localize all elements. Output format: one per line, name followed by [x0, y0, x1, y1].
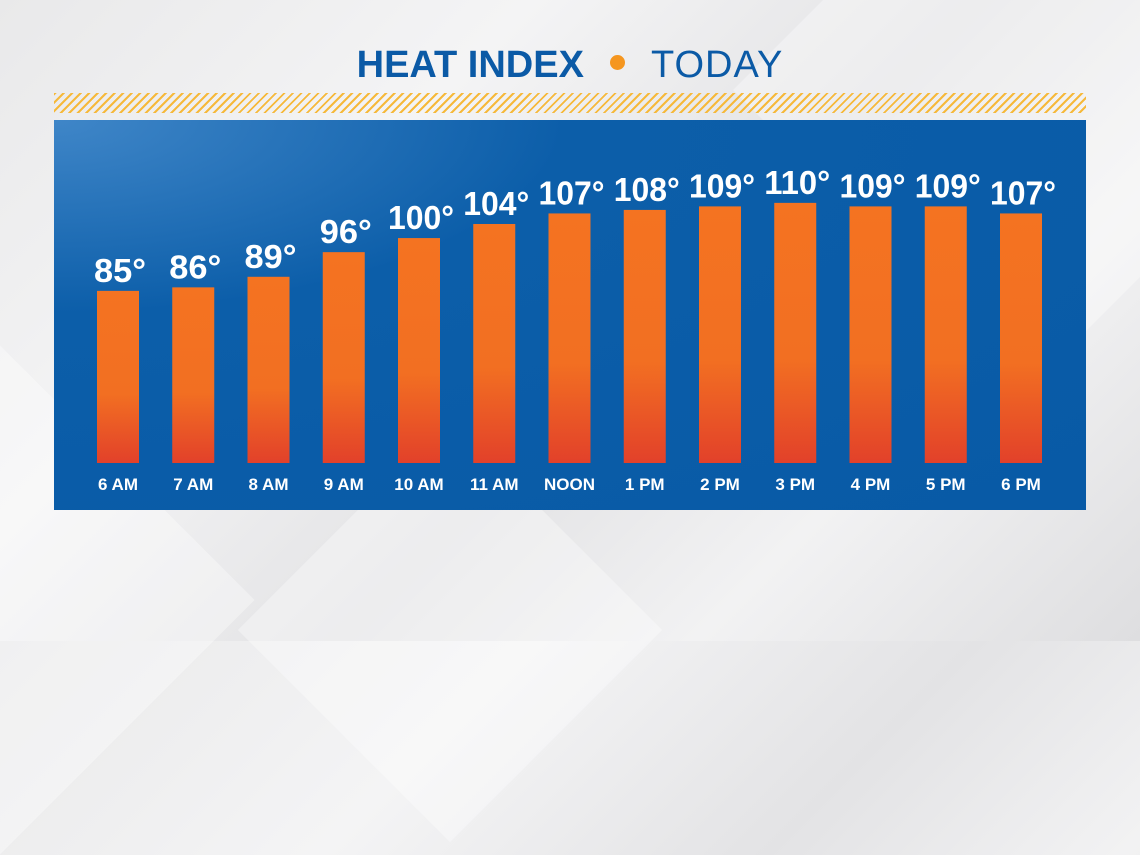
category-label: 5 PM: [926, 475, 966, 494]
value-label: 85°: [94, 252, 146, 289]
category-label: 4 PM: [851, 475, 891, 494]
bar-9: [774, 202, 817, 463]
category-label: 6 AM: [98, 475, 138, 494]
bar-12: [1000, 213, 1042, 463]
chart-title: HEAT INDEX TODAY: [0, 44, 1140, 87]
value-label: 109°: [915, 167, 981, 204]
category-label: 10 AM: [394, 475, 443, 494]
value-label: 96°: [320, 213, 372, 250]
category-label: 11 AM: [470, 475, 519, 494]
bar-8: [699, 206, 741, 463]
title-main: HEAT INDEX: [356, 44, 584, 86]
bar-6: [548, 213, 591, 463]
value-label: 86°: [169, 248, 221, 285]
value-label: 107°: [539, 174, 605, 211]
value-label: 110°: [764, 164, 830, 201]
bar-5: [473, 223, 516, 463]
category-label: 9 AM: [324, 475, 364, 494]
category-label: NOON: [544, 475, 595, 494]
value-label: 108°: [614, 171, 680, 208]
category-label: 3 PM: [775, 475, 815, 494]
bar-11: [924, 206, 967, 463]
value-label: 100°: [388, 199, 454, 236]
decorative-stripes: [54, 93, 1086, 113]
bar-3: [322, 252, 365, 463]
category-label: 1 PM: [625, 475, 665, 494]
value-label: 107°: [990, 174, 1056, 211]
title-sub: TODAY: [650, 44, 784, 86]
bar-10: [849, 206, 892, 463]
category-label: 8 AM: [249, 475, 289, 494]
bar-0: [97, 290, 139, 463]
bar-chart: 85° 6 AM 86° 7 AM 89° 8 AM 96° 9 AM 100° 10 AM 104…: [94, 164, 1056, 494]
bar-1: [172, 287, 215, 463]
category-label: 6 PM: [1001, 475, 1041, 494]
bar-2: [247, 276, 290, 463]
bar-4: [398, 238, 440, 463]
bar-7: [623, 209, 666, 463]
value-label: 109°: [689, 167, 755, 204]
category-label: 2 PM: [700, 475, 740, 494]
value-label: 109°: [840, 167, 906, 204]
value-label: 104°: [463, 185, 529, 222]
bullet-dot-icon: [609, 55, 625, 71]
category-label: 7 AM: [173, 475, 213, 494]
value-label: 89°: [245, 238, 297, 275]
